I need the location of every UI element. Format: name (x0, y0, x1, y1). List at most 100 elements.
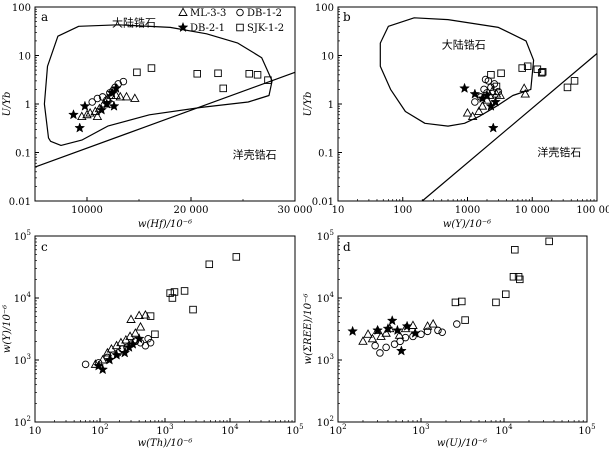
data-point (93, 94, 102, 103)
data-point (264, 76, 272, 84)
data-point (423, 327, 432, 336)
panel-b-ylabel: U/Yb (303, 92, 314, 117)
data-point (104, 354, 115, 365)
panel-c-xtick-label: 104 (221, 423, 239, 437)
legend-entry: DB-1-2 (236, 8, 282, 19)
legend-label: ML-3-3 (190, 8, 226, 19)
panel-b-xtick-label: 10 000 (515, 205, 550, 216)
data-point (382, 343, 390, 352)
data-point (88, 98, 96, 106)
data-point (111, 349, 123, 360)
panel-d-ytick-label: 104 (317, 291, 335, 305)
data-point (523, 62, 532, 71)
data-point (232, 253, 241, 261)
panel-b-ytick-label: 0.1 (318, 149, 334, 160)
data-point (502, 290, 510, 298)
data-point (101, 98, 113, 109)
panel-d-frame (337, 235, 588, 423)
panel-c-xtick-label: 102 (91, 423, 108, 437)
panel-b-xtick-label: 100 (393, 205, 412, 216)
data-point (135, 321, 146, 331)
panel-b-ytick-label: 0.01 (312, 197, 334, 208)
data-point (147, 64, 156, 72)
data-point (545, 237, 553, 246)
panel-b-ytick-label: 100 (315, 3, 334, 14)
data-point (363, 329, 373, 338)
data-point (481, 89, 493, 101)
data-point (81, 360, 90, 369)
data-point (570, 77, 579, 85)
data-point (106, 87, 118, 98)
data-point (516, 275, 524, 284)
data-point (396, 337, 404, 346)
data-point (146, 312, 155, 320)
oceanic-crust-boundary-line (34, 71, 296, 168)
data-point (79, 100, 91, 111)
data-point (68, 109, 79, 120)
panel-c-ytick-label: 103 (14, 353, 31, 367)
data-point (90, 106, 101, 115)
data-point (494, 87, 503, 96)
panel-b-frame (337, 6, 598, 202)
data-point (469, 88, 481, 99)
data-point (563, 83, 572, 92)
panel-a-ylabel: U/Yb (2, 92, 13, 117)
panel-b-xtick-label: 100 000 (576, 205, 609, 216)
panel-a-xtick-label: 30 000 (278, 205, 313, 216)
panel-d-ytick-label: 103 (317, 353, 334, 367)
data-point (111, 340, 122, 350)
data-point (110, 82, 122, 93)
data-point (467, 111, 478, 121)
data-point (367, 333, 378, 343)
series-SJK-1-2 (451, 237, 553, 324)
data-point (481, 75, 490, 84)
panel-d-xtick-label: 104 (495, 423, 513, 437)
data-point (74, 122, 86, 133)
oceanic-crust-boundary-line (421, 53, 598, 202)
legend-entry: SJK-1-2 (236, 23, 284, 34)
series-DB-2-1 (347, 315, 421, 356)
panel-a-frame (34, 6, 296, 202)
data-point (490, 96, 501, 107)
series-ML-3-3 (77, 90, 140, 121)
data-point (180, 287, 189, 295)
panel-d-xlabel: w(U)/10⁻⁶ (437, 438, 487, 449)
panel-a-ytick-label: 0.1 (15, 149, 31, 160)
data-point (395, 345, 407, 356)
data-point (82, 109, 92, 119)
panel-a-ytick-label: 100 (12, 3, 31, 14)
legend-label: DB-1-2 (247, 8, 282, 19)
data-point (219, 84, 227, 93)
data-point (130, 328, 141, 337)
panel-b-xlabel: w(Y)/10⁻⁶ (443, 219, 491, 230)
data-point (487, 122, 499, 133)
data-point (166, 289, 174, 297)
data-point (492, 82, 501, 91)
series-DB-1-2 (471, 75, 503, 106)
data-point (438, 328, 446, 337)
panel-d-xtick-label: 102 (329, 423, 346, 437)
series-ML-3-3 (90, 309, 151, 368)
series-DB-1-2 (371, 320, 461, 357)
panel-a-xtick-label: 10000 (71, 205, 103, 216)
panel-c-xtick-label: 103 (156, 423, 173, 437)
panel-d-letter: d (343, 240, 351, 254)
data-point (382, 322, 394, 334)
data-point (451, 298, 460, 307)
panel-c-xlabel: w(Th)/10⁻⁶ (138, 438, 193, 449)
panel-d-ylabel: w(ΣREE)/10⁻⁶ (303, 294, 314, 365)
data-point (168, 294, 177, 302)
data-point (401, 320, 413, 331)
data-point (189, 305, 197, 314)
data-point (492, 298, 500, 307)
legend: ML-3-3 DB-1-2 DB-2-1 SJK-1-2 (177, 7, 284, 34)
data-point (193, 70, 201, 78)
panel-b-xtick-label: 1000 (455, 205, 480, 216)
panel-b-ytick-label: 10 (321, 52, 334, 63)
continental-zircon-field (43, 24, 273, 146)
series-SJK-1-2 (146, 253, 241, 339)
data-point (461, 316, 469, 324)
continental-zircon-label: 大陆锆石 (442, 37, 486, 51)
